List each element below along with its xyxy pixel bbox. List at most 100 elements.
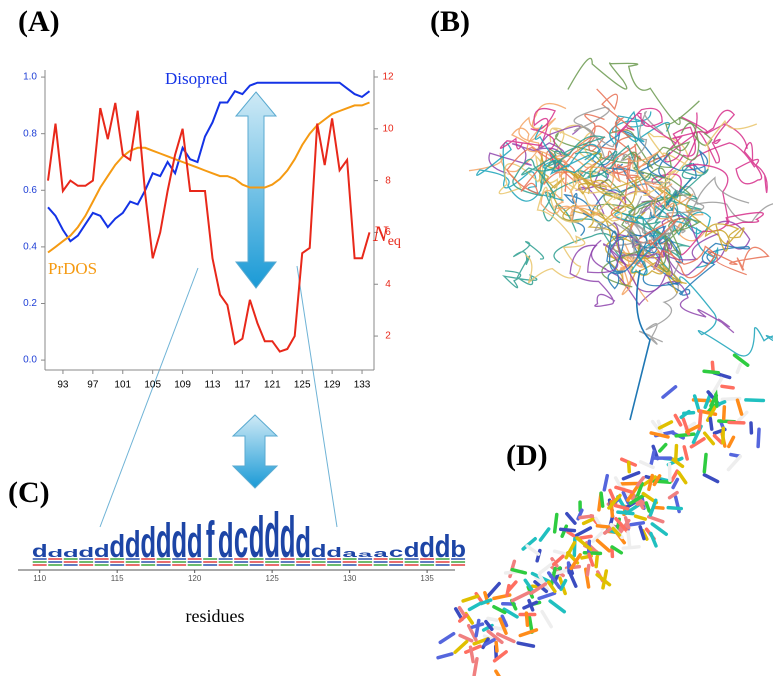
stick-bond [727, 420, 746, 425]
stick-bond [708, 416, 714, 431]
logo-letter: d [109, 530, 125, 565]
logo-lower-layer [218, 564, 233, 566]
protein-trace [542, 191, 624, 264]
stick-bond [581, 517, 595, 526]
stick-bond [466, 623, 478, 642]
logo-lower-layer [218, 558, 233, 560]
stick-bond [628, 493, 647, 506]
stick-bond [671, 477, 680, 490]
logo-lower-layer [327, 564, 342, 566]
logo-lower-layer [79, 561, 94, 563]
logo-letter: a [358, 550, 373, 559]
logo-letter: d [125, 523, 141, 565]
logo-lower-layer [373, 561, 388, 563]
protein-trace [501, 240, 545, 289]
logo-lower-layer [234, 558, 249, 560]
protein-trace [468, 116, 557, 173]
stick-bond [689, 437, 706, 449]
stick-bond [484, 619, 494, 631]
stick-bond [548, 599, 567, 614]
stick-bond [702, 369, 721, 375]
protein-trace [526, 102, 614, 189]
stick-bond [657, 420, 674, 430]
stick-bond [679, 409, 691, 420]
stick-bond [633, 514, 648, 521]
stick-bond [602, 473, 610, 492]
logo-lower-layer [311, 558, 326, 560]
stick-bond [626, 530, 632, 549]
stick-bond [736, 410, 749, 423]
logo-letter: d [435, 530, 451, 565]
stick-bond [710, 360, 715, 374]
logo-lower-layer [172, 558, 187, 560]
stick-bond [673, 413, 683, 427]
logo-lower-layer [358, 561, 373, 563]
logo-lower-layer [187, 558, 202, 560]
stick-bond [523, 578, 535, 594]
stick-bond [621, 470, 641, 481]
protein-trace [569, 222, 619, 307]
stick-bond [479, 598, 493, 606]
logo-letter: d [156, 515, 172, 569]
logo-lower-layer [141, 561, 156, 563]
zoom-connector [99, 267, 199, 528]
protein-trace [548, 129, 654, 170]
protein-trace [605, 211, 687, 294]
stick-bond [575, 536, 593, 551]
stick-bond [558, 527, 577, 533]
stick-bond [486, 616, 499, 622]
logo-lower-layer [187, 564, 202, 566]
stick-bond [702, 431, 716, 446]
double-arrow [231, 414, 279, 489]
logo-letter: d [326, 545, 342, 561]
stick-bond [468, 645, 475, 664]
x-tick-label: 121 [264, 380, 281, 391]
protein-tail [629, 269, 651, 421]
zoom-connector [296, 265, 338, 528]
protein-trace [616, 107, 708, 150]
logo-letter: d [311, 541, 327, 561]
logo-lower-layer [249, 561, 264, 563]
logo-lower-layer [389, 558, 404, 560]
stick-bond [673, 443, 679, 464]
y-tick-label: 0.0 [23, 355, 37, 366]
stick-bond [538, 560, 556, 575]
logo-lower-layer [249, 564, 264, 566]
stick-bond [559, 578, 568, 591]
stick-bond [510, 590, 531, 603]
logo-lower-layer [110, 561, 125, 563]
stick-bond [472, 636, 490, 646]
stick-bond [510, 567, 528, 575]
logo-letter: a [342, 547, 358, 560]
stick-bond [500, 614, 509, 628]
stick-bond [453, 607, 464, 622]
stick-bond [527, 615, 534, 634]
logo-lower-layer [420, 564, 435, 566]
double-arrow [234, 91, 278, 289]
logo-lower-layer [203, 558, 218, 560]
x-tick-label: 135 [420, 574, 434, 583]
series-label: PrDOS [48, 259, 97, 278]
x-tick-label: 109 [174, 380, 191, 391]
stick-bond [518, 628, 539, 638]
logo-letter: d [140, 519, 156, 566]
stick-bond [607, 493, 622, 510]
logo-lower-layer [373, 564, 388, 566]
stick-bond [521, 537, 537, 551]
series-label: Disopred [165, 69, 228, 88]
protein-trace [650, 187, 708, 242]
logo-lower-layer [48, 561, 63, 563]
stick-bond [529, 582, 548, 595]
stick-bond [644, 501, 651, 513]
logo-lower-layer [451, 561, 466, 563]
stick-bond [467, 601, 483, 612]
logo-letter: d [63, 547, 79, 560]
label-sub: eq [388, 234, 401, 249]
stick-bond [564, 541, 577, 560]
logo-lower-layer [311, 561, 326, 563]
logo-lower-layer [296, 564, 311, 566]
stick-bond [547, 571, 562, 590]
protein-trace [540, 171, 603, 223]
stick-bond [706, 403, 716, 414]
